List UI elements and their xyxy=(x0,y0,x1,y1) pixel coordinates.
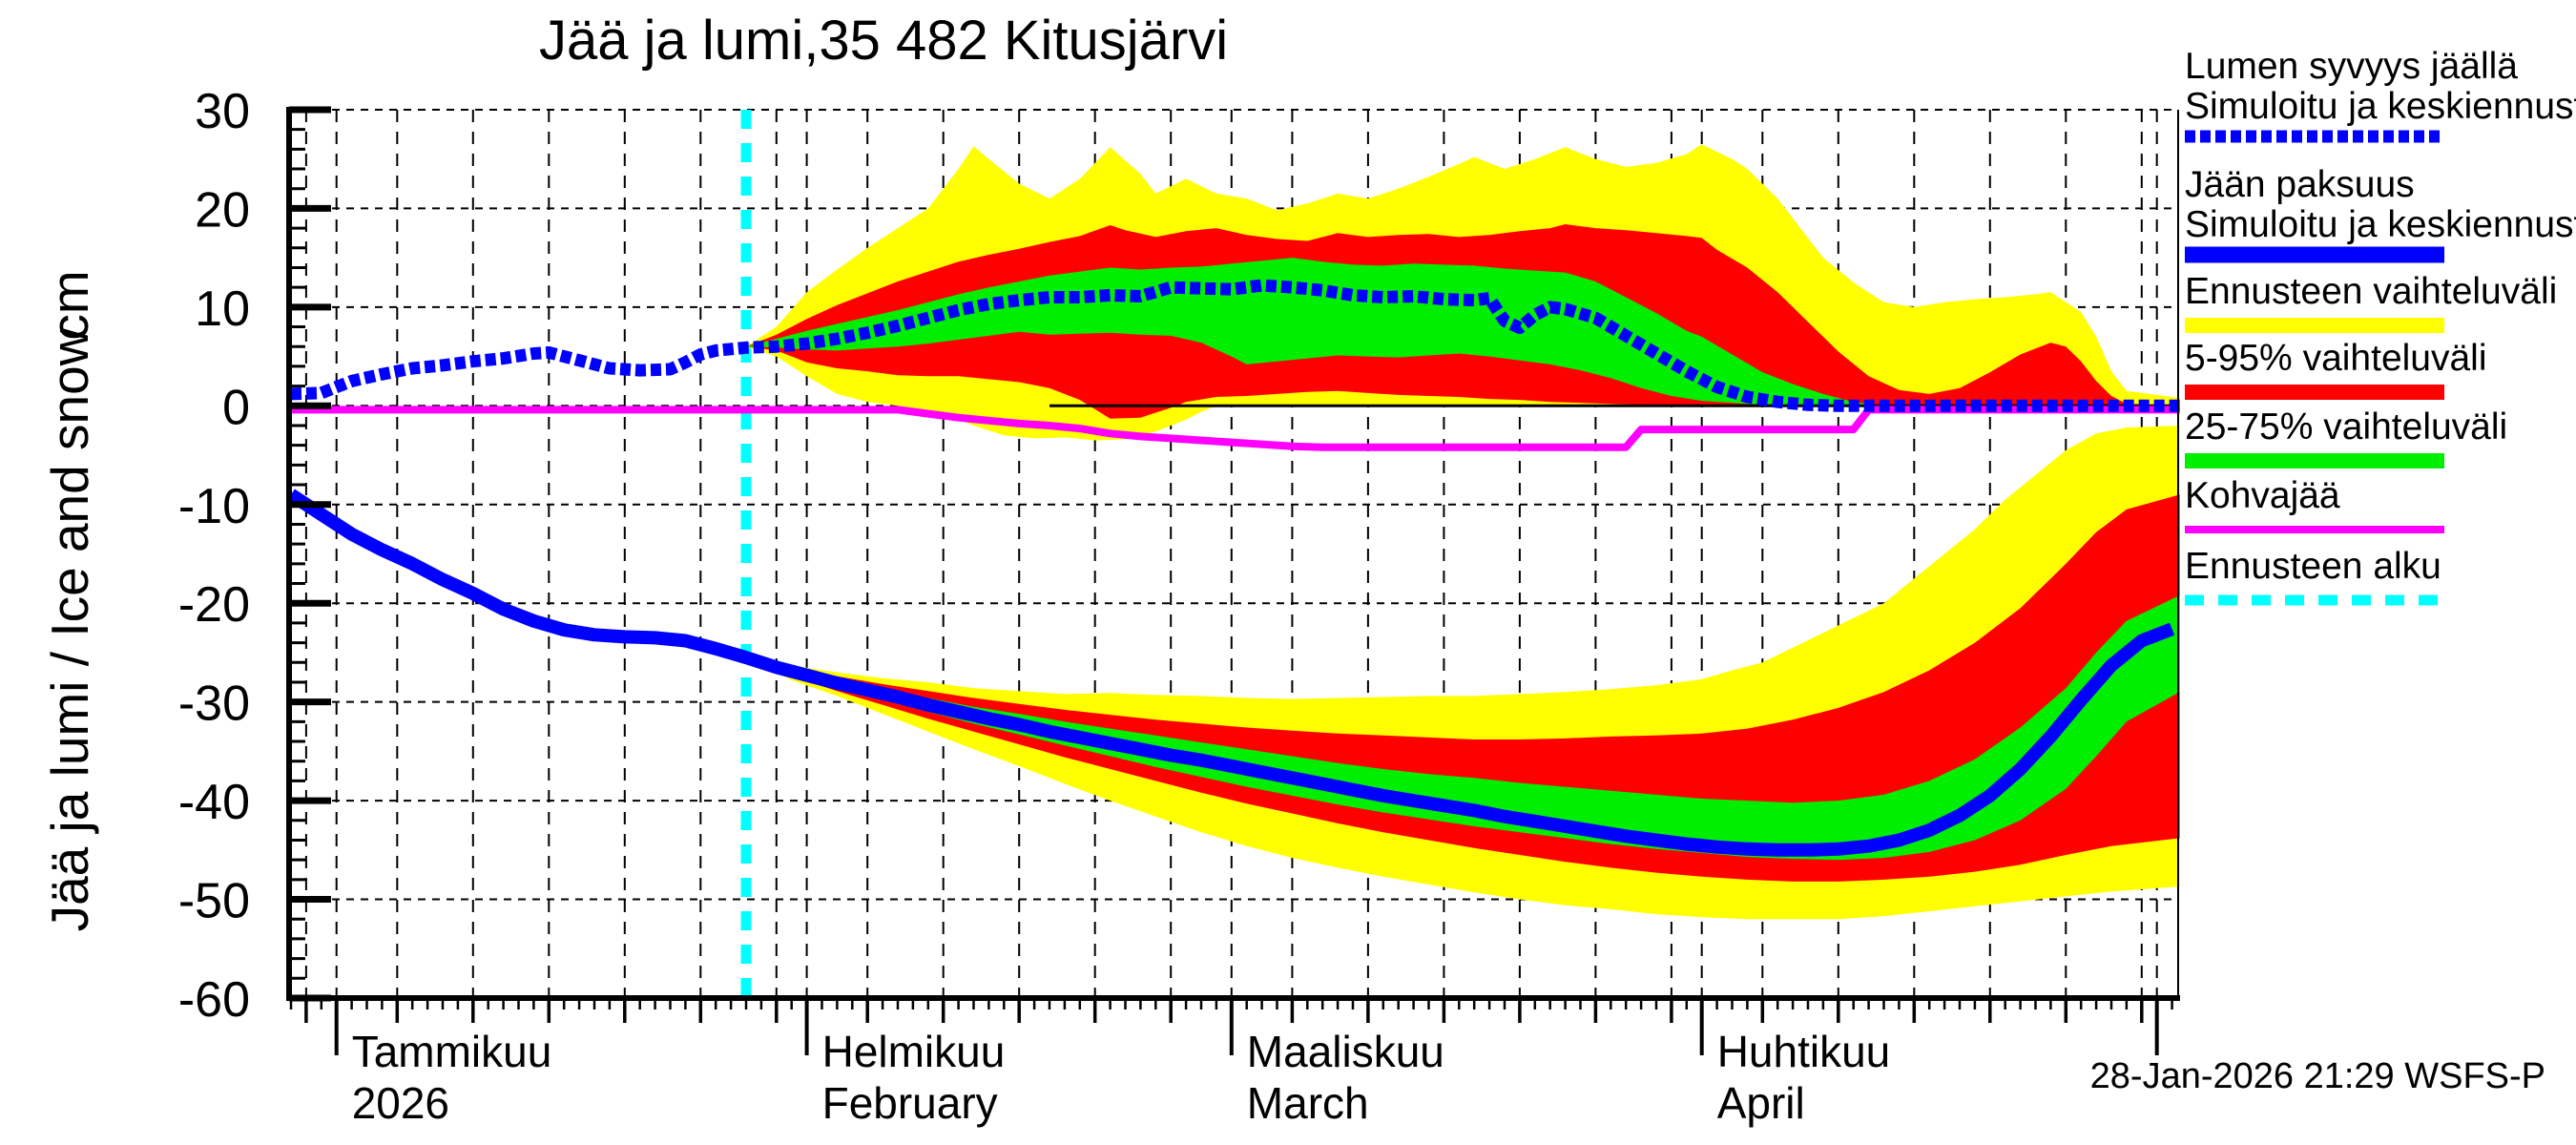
month-sublabel-tammikuu: 2026 xyxy=(352,1078,449,1128)
chart-title: Jää ja lumi,35 482 Kitusjärvi xyxy=(539,10,1228,72)
y-axis-label: Jää ja lumi / Ice and snow xyxy=(40,327,99,931)
legend-item-5: Kohvajää xyxy=(2185,475,2444,533)
y-tick-label-0: 0 xyxy=(222,380,250,435)
legend-label: Simuloitu ja keskiennuste xyxy=(2185,204,2576,245)
y-tick-label-30: 30 xyxy=(195,84,250,139)
legend-label: Jään paksuus xyxy=(2185,164,2415,205)
legend-item-2: Ennusteen vaihteluväli xyxy=(2185,271,2557,333)
y-tick-label--20: -20 xyxy=(178,577,250,633)
legend-label: Ennusteen alku xyxy=(2185,546,2441,587)
axes xyxy=(286,106,2180,1055)
legend-label: Lumen syvyys jäällä xyxy=(2185,46,2518,87)
y-tick-label--60: -60 xyxy=(178,972,250,1028)
month-sublabel-huhtikuu: April xyxy=(1717,1078,1805,1128)
line-kohvaj- xyxy=(291,406,2180,451)
month-sublabel-helmikuu: February xyxy=(822,1078,998,1128)
y-tick-label--50: -50 xyxy=(178,874,250,929)
y-tick-label-20: 20 xyxy=(195,182,250,238)
legend-label: Simuloitu ja keskiennuste xyxy=(2185,86,2576,127)
month-label-maaliskuu: Maaliskuu xyxy=(1247,1027,1444,1076)
y-tick-label-10: 10 xyxy=(195,281,250,337)
legend-label: 25-75% vaihteluväli xyxy=(2185,406,2507,448)
line-j-n-paksuus-simuloitu-ja-keskiennuste xyxy=(287,489,2175,857)
legend-item-6: Ennusteen alku xyxy=(2185,546,2444,606)
axis-labels: Jää ja lumi,35 482 Kitusjärvi cm Jää ja … xyxy=(40,10,2545,1128)
month-sublabel-maaliskuu: March xyxy=(1247,1078,1369,1128)
legend-item-4: 25-75% vaihteluväli xyxy=(2185,406,2507,468)
band-5-95-vaihteluv-li-j- xyxy=(746,494,2180,882)
legend-label: Kohvajää xyxy=(2185,475,2340,516)
legend-label: Ennusteen vaihteluväli xyxy=(2185,271,2557,312)
timestamp: 28-Jan-2026 21:29 WSFS-P xyxy=(2090,1056,2545,1096)
y-tick-label--10: -10 xyxy=(178,479,250,534)
y-tick-label--40: -40 xyxy=(178,775,250,830)
legend-item-3: 5-95% vaihteluväli xyxy=(2185,338,2487,400)
y-tick-label--30: -30 xyxy=(178,677,250,732)
data-lines xyxy=(287,279,2180,857)
y-axis-unit: cm xyxy=(40,270,99,340)
month-label-tammikuu: Tammikuu xyxy=(352,1027,552,1076)
legend-label: 5-95% vaihteluväli xyxy=(2185,338,2487,379)
month-label-helmikuu: Helmikuu xyxy=(822,1027,1006,1076)
month-label-huhtikuu: Huhtikuu xyxy=(1717,1027,1891,1076)
